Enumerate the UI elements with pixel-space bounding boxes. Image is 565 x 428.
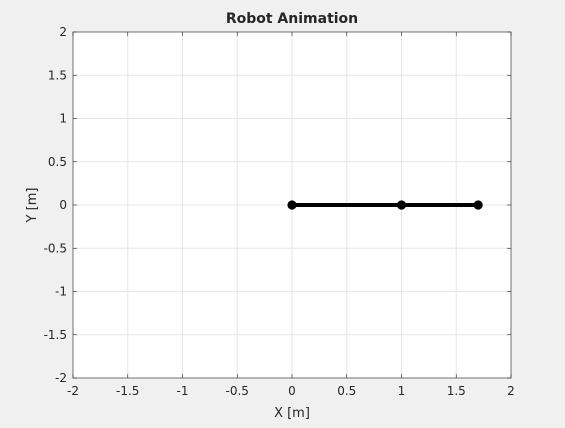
x-tick-label: 1.5 (447, 384, 466, 398)
y-tick-label: -1 (55, 285, 67, 299)
y-tick-label: 0 (59, 198, 67, 212)
x-tick-label: 1 (398, 384, 406, 398)
y-tick-label: 1 (59, 112, 67, 126)
ticks (72, 31, 512, 379)
x-tick-label: 0 (288, 384, 296, 398)
chart-title: Robot Animation (226, 11, 358, 27)
x-tick-labels: -2 -1.5 -1 -0.5 0 0.5 1 1.5 2 (67, 384, 515, 398)
y-tick-label: 2 (59, 25, 67, 39)
y-tick-label: -0.5 (44, 241, 67, 255)
robot-joint-marker (473, 200, 483, 210)
y-tick-label: -2 (55, 371, 67, 385)
x-tick-label: 2 (507, 384, 515, 398)
y-tick-label: 1.5 (48, 68, 67, 82)
x-tick-label: -1.5 (116, 384, 139, 398)
y-tick-label: -1.5 (44, 328, 67, 342)
x-tick-label: 0.5 (337, 384, 356, 398)
x-axis-label: X [m] (274, 406, 310, 421)
y-tick-labels: 2 1.5 1 0.5 0 -0.5 -1 -1.5 -2 (44, 25, 67, 385)
robot-joint-marker (396, 200, 407, 210)
series-layer (287, 200, 483, 210)
x-tick-label: -0.5 (226, 384, 249, 398)
x-tick-label: -1 (177, 384, 189, 398)
y-axis-label: Y [m] (25, 188, 40, 224)
y-tick-label: 0.5 (48, 155, 67, 169)
x-tick-label: -2 (67, 384, 79, 398)
robot-joint-marker (287, 200, 297, 210)
